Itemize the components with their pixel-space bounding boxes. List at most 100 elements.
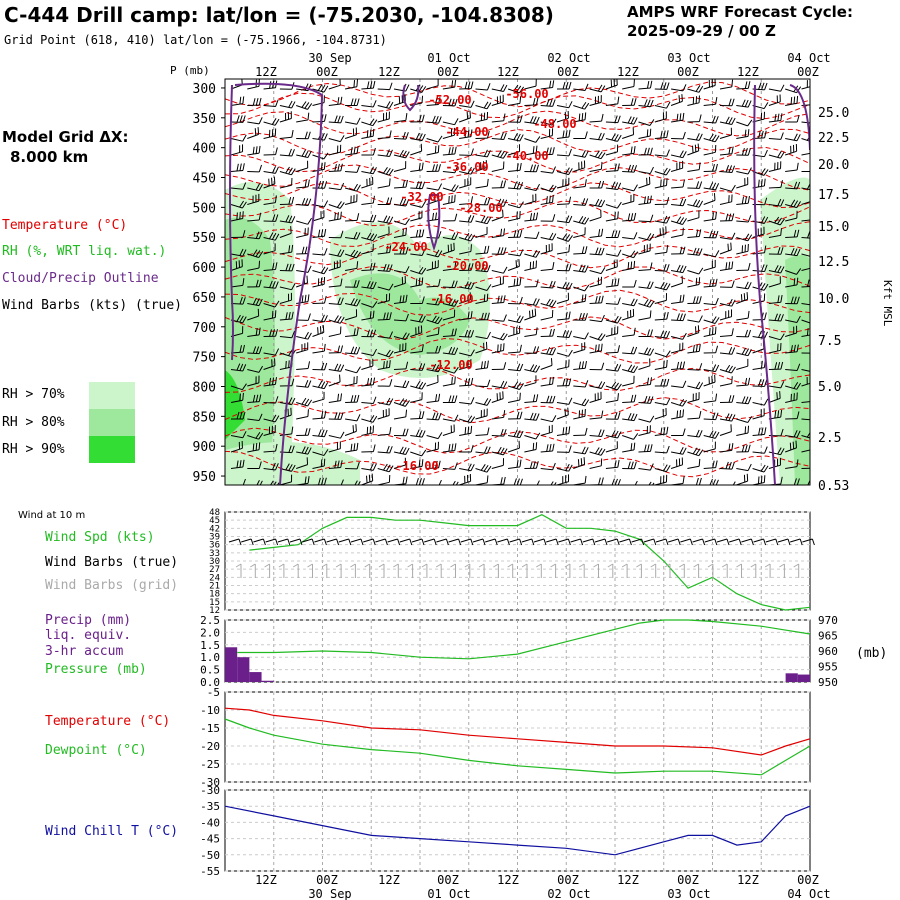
wind-barb bbox=[508, 429, 524, 439]
pressure-unit: (mb) bbox=[856, 646, 887, 661]
wind-barb bbox=[605, 79, 618, 90]
wind-barb-grid bbox=[321, 563, 328, 578]
wind-barb bbox=[279, 474, 293, 485]
wind-barb-true bbox=[411, 538, 425, 546]
wind-barb bbox=[719, 347, 736, 355]
wind-barb bbox=[687, 277, 701, 288]
wind-barb bbox=[540, 415, 557, 423]
wind-barb bbox=[785, 114, 800, 123]
wind-barb bbox=[719, 309, 733, 321]
wind-barb bbox=[671, 198, 687, 207]
wind-barb bbox=[752, 464, 769, 473]
pressure-tick-label: 950 bbox=[193, 470, 216, 485]
height-tick-label: 7.5 bbox=[818, 334, 841, 349]
wind-tick-label: 48 bbox=[209, 508, 220, 518]
pressure-tick-label: 800 bbox=[193, 380, 216, 395]
wind-barb-grid bbox=[593, 563, 599, 578]
wind-barb bbox=[638, 243, 651, 255]
wind-barb bbox=[785, 459, 799, 469]
wind-barb bbox=[377, 426, 392, 436]
wind-barb bbox=[573, 427, 588, 436]
wind-barb bbox=[263, 425, 276, 436]
wind-barb bbox=[230, 440, 243, 453]
wind-barb bbox=[426, 393, 441, 403]
wind-barb bbox=[671, 313, 686, 322]
wind-barb bbox=[475, 130, 490, 139]
wind-barb bbox=[671, 380, 687, 388]
wind-barb bbox=[687, 85, 704, 93]
bottom-hour-label: 12Z bbox=[378, 873, 400, 887]
wind-barb bbox=[540, 214, 556, 222]
wind-barb bbox=[768, 265, 785, 274]
wind-barb bbox=[573, 150, 589, 158]
wind-barb bbox=[719, 443, 734, 453]
wind-barb bbox=[605, 345, 621, 354]
wind-barb bbox=[573, 216, 590, 225]
wind-barb bbox=[589, 267, 606, 275]
isotherm-line bbox=[225, 164, 810, 191]
wind-barb bbox=[279, 166, 296, 176]
wind-barb bbox=[491, 428, 507, 437]
wind-barb bbox=[230, 134, 247, 142]
wind-barb bbox=[589, 381, 606, 389]
wind-barb bbox=[296, 409, 309, 420]
wind-barb bbox=[394, 246, 409, 255]
wind-barb bbox=[475, 464, 492, 473]
wind-barb bbox=[801, 152, 810, 156]
precip-bar bbox=[261, 680, 274, 682]
wind-barb-true bbox=[607, 538, 620, 546]
wind-barb bbox=[442, 443, 457, 453]
wind-barb bbox=[605, 441, 618, 453]
legend-windchill: Wind Chill T (°C) bbox=[45, 824, 179, 839]
wind-barb-grid bbox=[292, 563, 299, 578]
wind-barb bbox=[507, 259, 520, 271]
wind-barb bbox=[671, 84, 687, 92]
wind-barb bbox=[752, 111, 765, 123]
wind-barb bbox=[589, 477, 604, 485]
wind-barb bbox=[670, 216, 687, 225]
wind-barb bbox=[605, 326, 619, 337]
wind-tick-label: 15 bbox=[209, 598, 220, 608]
wind-barb bbox=[605, 478, 621, 485]
wind10m-title: Wind at 10 m bbox=[18, 510, 86, 521]
wind-barb bbox=[801, 261, 810, 271]
wind-barb-true bbox=[582, 538, 596, 546]
wind-barb bbox=[230, 200, 247, 209]
wind-barb bbox=[719, 376, 733, 387]
wind-barb-true bbox=[594, 538, 608, 546]
wind-barb bbox=[345, 280, 360, 288]
isotherm-label: -16.00 bbox=[395, 459, 438, 473]
precip-tick-label: 2.5 bbox=[200, 614, 220, 627]
wind-barb bbox=[801, 316, 810, 325]
top-date-label: 04 Oct bbox=[787, 51, 830, 65]
wind-barb bbox=[622, 127, 635, 139]
wind-barb bbox=[540, 376, 554, 387]
wind-barb bbox=[768, 276, 781, 288]
isotherm-label: -20.00 bbox=[445, 259, 488, 273]
wind-barb bbox=[589, 198, 606, 208]
wind-barb bbox=[459, 415, 476, 424]
wind-barb bbox=[410, 266, 427, 275]
wind-barb bbox=[247, 375, 260, 387]
wind-barb-grid bbox=[521, 563, 528, 578]
wind-barb-grid bbox=[664, 563, 671, 578]
wind-barb bbox=[475, 160, 488, 172]
wind-barb bbox=[556, 281, 573, 290]
wind-barb bbox=[361, 415, 378, 423]
height-tick-label: 5.0 bbox=[818, 380, 841, 395]
legend-temp-lower: Temperature (°C) bbox=[45, 714, 171, 729]
wind-barb bbox=[524, 327, 538, 337]
wind-barb bbox=[459, 100, 475, 108]
wind-barb bbox=[719, 328, 734, 337]
wind-barb bbox=[296, 446, 312, 455]
isotherm-label: -52.00 bbox=[428, 93, 471, 107]
wind-barb bbox=[768, 228, 782, 238]
wind-barb bbox=[491, 380, 508, 389]
wind-barb bbox=[719, 242, 732, 255]
wind-barb bbox=[589, 391, 602, 403]
wind-barb-true bbox=[643, 538, 657, 546]
wind-barb bbox=[785, 95, 799, 106]
pressure-tick-label: 500 bbox=[193, 201, 216, 216]
wind-barb-true bbox=[716, 538, 730, 546]
height-tick-label: 22.5 bbox=[818, 131, 849, 146]
